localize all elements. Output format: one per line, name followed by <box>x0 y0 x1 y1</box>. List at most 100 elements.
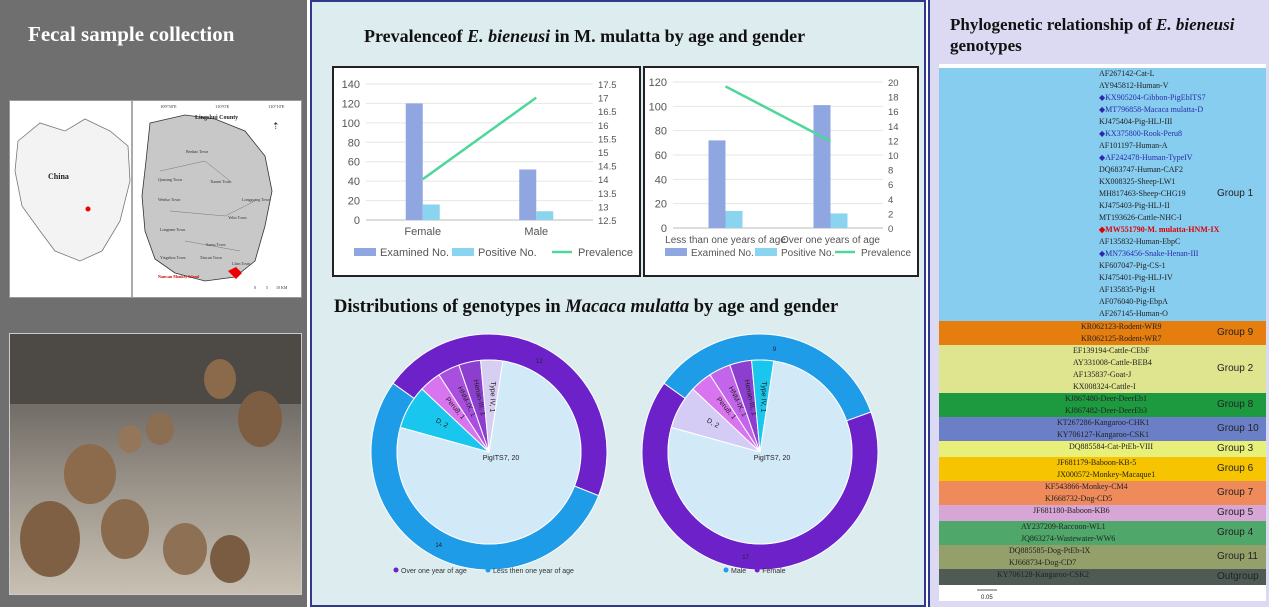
legend-dot <box>485 567 491 573</box>
bar-positive <box>830 213 848 228</box>
y2-tick-label: 18 <box>888 93 899 104</box>
svg-text:110°0'E: 110°0'E <box>215 104 229 109</box>
tree-taxon: KJ475403-Pig-HLJ-II <box>1099 201 1170 211</box>
tree-taxon: ◆AF242478-Human-TypeIV <box>1099 153 1193 163</box>
distribution-title: Distributions of genotypes in Macaca mul… <box>334 297 839 317</box>
svg-text:Nanwan Monkey Island: Nanwan Monkey Island <box>158 274 200 279</box>
location-map: China 109°50'E 110°0'E 110°10'E Lingshui… <box>9 100 302 298</box>
tree-taxon: AF267145-Human-O <box>1099 309 1168 319</box>
y-tick-label: 40 <box>348 176 360 188</box>
y-tick-label: 0 <box>661 223 667 235</box>
y-tick-label: 120 <box>342 98 360 110</box>
tree-taxon: JF681180-Baboon-KB6 <box>1033 505 1110 515</box>
tree-taxon: JX000572-Monkey-Macaque1 <box>1057 469 1156 479</box>
x-tick-label: Female <box>404 226 441 238</box>
legend-label: Male <box>731 568 746 575</box>
tree-taxon: AF135835-Pig-H <box>1099 285 1156 295</box>
outer-value-label: 14 <box>435 543 442 549</box>
scale-label: 0.05 <box>981 595 993 601</box>
group-label: Group 6 <box>1217 462 1254 474</box>
county-title: Lingshui County <box>195 115 238 121</box>
y-tick-label: 120 <box>649 77 667 89</box>
y2-tick-label: 0 <box>888 224 893 235</box>
y-tick-label: 140 <box>342 79 360 91</box>
bar-positive <box>725 210 743 228</box>
tree-taxon: AF267142-Cat-L <box>1099 69 1155 78</box>
group-label: Group 3 <box>1217 442 1254 454</box>
tree-taxon: KJ867482-Deer-DeerEb3 <box>1065 405 1148 415</box>
gender-prevalence-chart: 0 20 40 60 80 100 120 140 12.5 13 13.5 14 14.5 15 15.5… <box>332 66 641 277</box>
tree-taxon: KY706128-Kangaroo-CSK2 <box>997 569 1089 579</box>
legend-swatch <box>665 248 687 256</box>
svg-text:Qunxing Town: Qunxing Town <box>158 177 182 182</box>
tree-taxon: KT267286-Kangaroo-CHK1 <box>1057 417 1150 427</box>
y-tick-label: 100 <box>649 101 667 113</box>
county-map <box>141 114 273 282</box>
map-figure: China 109°50'E 110°0'E 110°10'E Lingshui… <box>14 101 288 297</box>
group-band <box>939 320 1266 345</box>
svg-text:Yingzhou Town: Yingzhou Town <box>160 255 186 260</box>
y2-tick-label: 16 <box>598 121 609 132</box>
gender-bar-chart: 0 20 40 60 80 100 120 140 12.5 13 13.5 14 14.5 15 15.5… <box>342 79 633 259</box>
svg-text:10 KM: 10 KM <box>276 285 288 290</box>
prevalence-line <box>724 85 832 143</box>
y-tick-label: 60 <box>348 157 360 169</box>
y-tick-label: 0 <box>354 215 360 227</box>
y-tick-label: 40 <box>655 174 667 186</box>
group-label: Group 2 <box>1217 362 1254 374</box>
y2-tick-label: 2 <box>888 209 893 220</box>
group-band <box>939 416 1266 441</box>
country-label: China <box>48 172 69 181</box>
tree-taxon: ◆MW551790-M. mulatta-HNM-IX <box>1099 225 1220 235</box>
tree-taxon: DQ885584-Cat-PtEb-VIII <box>1069 441 1153 451</box>
tree-taxon: KJ475401-Pig-HLJ-IV <box>1099 273 1173 283</box>
legend-dot <box>723 567 729 573</box>
y2-tick-label: 17 <box>598 94 609 105</box>
y-tick-label: 20 <box>655 199 667 211</box>
tree-taxon: KY706127-Kangaroo-CSK1 <box>1057 429 1149 439</box>
tree-taxon: KX008324-Cattle-I <box>1073 381 1136 391</box>
inner-slice-label: PigITS7, 20 <box>754 455 791 462</box>
phylogeny-panel: Phylogenetic relationship of E. bieneusi… <box>928 0 1269 607</box>
y2-tick-label: 14 <box>888 122 899 133</box>
tree-taxon: ◆KX905204-Gibbon-PigEbITS7 <box>1099 93 1206 103</box>
svg-text:Xincun Town: Xincun Town <box>200 255 222 260</box>
svg-text:Benhao Town: Benhao Town <box>186 149 208 154</box>
tree-taxon: DQ885585-Dog-PtEb-IX <box>1009 545 1091 555</box>
legend-swatch <box>354 248 376 256</box>
svg-text:Lilan Town: Lilan Town <box>232 261 250 266</box>
outer-value-label: 12 <box>536 359 543 365</box>
legend-dot <box>754 567 760 573</box>
legend-label: Female <box>762 568 785 575</box>
bar-examined <box>405 103 423 220</box>
y-tick-label: 80 <box>655 126 667 138</box>
outer-value-label: 17 <box>742 555 749 561</box>
group-label: Group 11 <box>1217 550 1258 562</box>
svg-text:Sansu Town: Sansu Town <box>206 242 226 247</box>
y2-tick-label: 4 <box>888 195 893 206</box>
group-band <box>939 504 1266 521</box>
inner-pie-slice <box>751 359 775 453</box>
tree-taxon: AY237209-Raccoon-WL1 <box>1021 521 1106 531</box>
svg-text:Wenluo Town: Wenluo Town <box>158 197 180 202</box>
svg-text:110°10'E: 110°10'E <box>268 104 285 109</box>
tree-taxon: AF135837-Goat-J <box>1073 369 1132 379</box>
tree-taxon: KF607047-Pig-CS-1 <box>1099 261 1166 271</box>
tree-taxon: MH817463-Sheep-CHG19 <box>1099 189 1186 199</box>
y2-tick-label: 16.5 <box>598 107 617 118</box>
y2-tick-label: 8 <box>888 166 893 177</box>
group-band <box>939 392 1266 417</box>
age-prevalence-chart: 0 20 40 60 80 100 120 0 2 4 6 8 10 12 14 16 18 20 Less tha… <box>643 66 919 277</box>
tree-taxon: KR062123-Rodent-WR9 <box>1081 321 1162 331</box>
svg-text:109°50'E: 109°50'E <box>160 104 177 109</box>
y-tick-label: 60 <box>655 150 667 162</box>
y2-tick-label: 17.5 <box>598 80 617 91</box>
group-band <box>939 480 1266 505</box>
group-label: Outgroup <box>1217 570 1259 582</box>
group-label: Group 8 <box>1217 398 1254 410</box>
tree-taxon: AF101197-Human-A <box>1099 141 1168 151</box>
island-marker <box>228 267 242 279</box>
y2-tick-label: 15 <box>598 148 609 159</box>
bar-positive <box>422 204 440 220</box>
